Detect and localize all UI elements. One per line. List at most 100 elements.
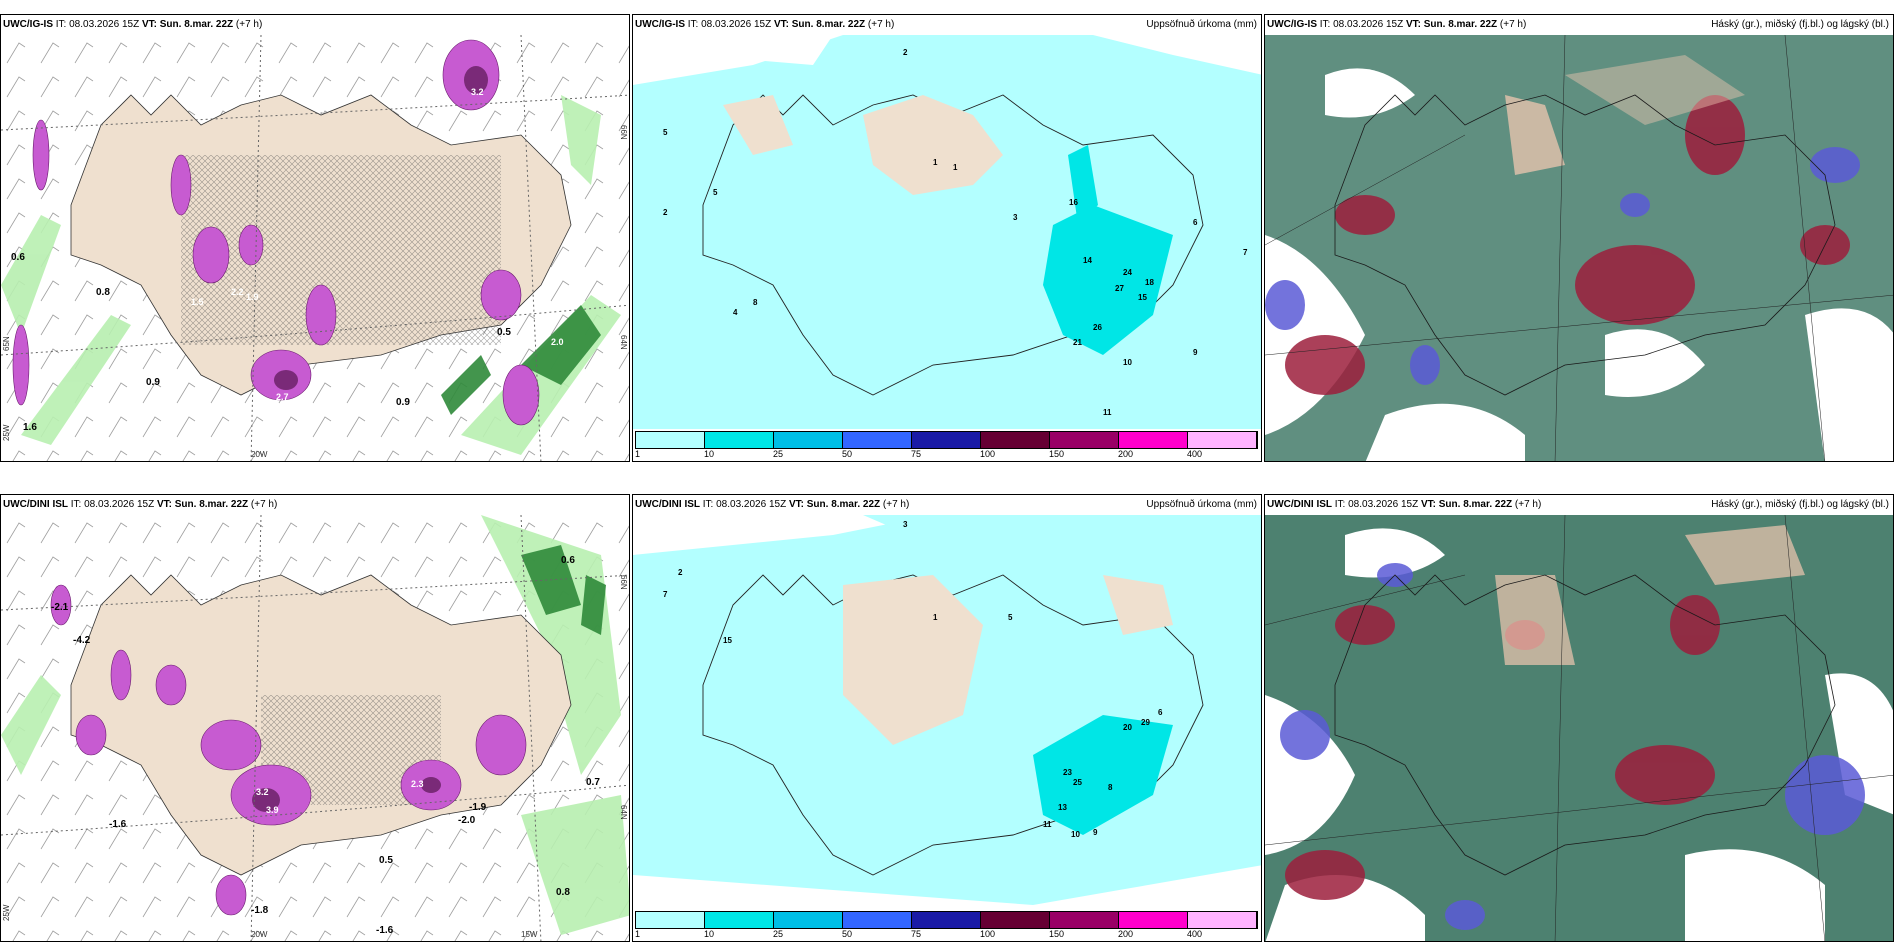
- model-label: UWC/IG-IS: [1267, 19, 1317, 30]
- lead-time: (+7 h): [867, 19, 895, 30]
- precip-value: 14: [1083, 256, 1092, 265]
- precip-value: 2: [903, 48, 908, 57]
- model-label: UWC/IG-IS: [3, 19, 53, 30]
- precip-value: 3: [903, 520, 908, 529]
- precip-legend: 1 10 25 50 75 100 150 200 400: [633, 429, 1261, 461]
- legend-swatch: [774, 912, 843, 928]
- precip-value: 20: [1123, 723, 1132, 732]
- model-label: UWC/DINI ISL: [3, 499, 68, 510]
- value-label: -1.6: [376, 925, 394, 936]
- precip-value: 11: [1103, 408, 1112, 417]
- precip-value: 11: [1043, 820, 1052, 829]
- lat-label: 64N: [619, 805, 628, 820]
- panel-title: Háský (gr.), miðský (fj.bl.) og lágský (…: [1711, 19, 1889, 30]
- precip-value: 8: [1108, 783, 1113, 792]
- lon-label: 20W: [251, 930, 268, 939]
- legend-swatch: [1188, 432, 1257, 448]
- legend-tick-label: 150: [1049, 449, 1065, 459]
- legend-tick-label: 1: [635, 449, 641, 459]
- precip-value: 1: [933, 613, 938, 622]
- legend-tick-label: 150: [1049, 929, 1065, 939]
- legend-swatch: [981, 912, 1050, 928]
- value-label: 2.2: [231, 287, 244, 297]
- value-label: 1.6: [23, 422, 37, 433]
- precip-value: 5: [663, 128, 668, 137]
- legend-tick-label: 25: [773, 449, 784, 459]
- legend-tick-label: 25: [773, 929, 784, 939]
- value-label: 3.2: [256, 787, 269, 797]
- init-time: IT: 08.03.2026 15Z: [1334, 499, 1419, 510]
- value-label: 2.7: [276, 392, 289, 402]
- precip-value: 9: [1193, 348, 1198, 357]
- lead-time: (+7 h): [235, 19, 263, 30]
- legend-swatch: [774, 432, 843, 448]
- legend-tick-label: 75: [911, 929, 922, 939]
- precip-value: 1: [933, 158, 938, 167]
- valid-time: VT: Sun. 8.mar. 22Z: [788, 499, 881, 510]
- lon-label: 25W: [2, 904, 11, 921]
- legend-swatch: [705, 912, 774, 928]
- model-label: UWC/DINI ISL: [635, 499, 700, 510]
- init-time: IT: 08.03.2026 15Z: [1319, 19, 1404, 30]
- legend-tick-label: 10: [704, 929, 715, 939]
- precip-value: 3: [1013, 213, 1018, 222]
- lead-time: (+7 h): [882, 499, 910, 510]
- legend-tick-label: 100: [980, 929, 996, 939]
- lead-time: (+7 h): [1499, 19, 1527, 30]
- value-label: 0.8: [556, 887, 570, 898]
- value-label: -2.0: [458, 815, 476, 826]
- legend-tick-label: 50: [842, 449, 853, 459]
- valid-time: VT: Sun. 8.mar. 22Z: [1420, 499, 1513, 510]
- precip-value: 16: [1069, 198, 1078, 207]
- precip-value: 15: [723, 636, 732, 645]
- legend-tick-label: 400: [1187, 449, 1203, 459]
- accum-precip-map: 2 1 1 5 3 5 2 16 14 24 27 15 26 21 18 11…: [633, 35, 1261, 461]
- panel-title: Uppsöfnuð úrkoma (mm): [1146, 19, 1257, 30]
- panel-title: Uppsöfnuð úrkoma (mm): [1146, 499, 1257, 510]
- value-label: 0.9: [396, 397, 410, 408]
- value-label: -1.8: [251, 905, 269, 916]
- precip-value: 15: [1138, 293, 1147, 302]
- value-label: 0.5: [379, 855, 393, 866]
- model-label: UWC/IG-IS: [635, 19, 685, 30]
- value-label: 3.9: [266, 805, 279, 815]
- cloud-cover-map: [1265, 515, 1893, 941]
- precip-value: 21: [1073, 338, 1082, 347]
- wind-precip-map: 0.6 0.4 0.5 0.8 0.9 1.6 2.0 1.5 2.2 1.9 …: [1, 35, 629, 461]
- value-label: -1.9: [469, 802, 487, 813]
- panel-header: UWC/DINI ISL IT: 08.03.2026 15Z VT: Sun.…: [1265, 495, 1893, 515]
- precip-value: 10: [1123, 358, 1132, 367]
- lon-label: 15W: [521, 930, 538, 939]
- legend-tick-label: 10: [704, 449, 715, 459]
- legend-swatch: [1188, 912, 1257, 928]
- panel-bot-right-clouds: UWC/DINI ISL IT: 08.03.2026 15Z VT: Sun.…: [1264, 494, 1894, 942]
- panel-header: UWC/IG-IS IT: 08.03.2026 15Z VT: Sun. 8.…: [1, 15, 629, 35]
- precip-value: 5: [1008, 613, 1013, 622]
- precip-value: 9: [1093, 828, 1098, 837]
- precip-value: 24: [1123, 268, 1132, 277]
- legend-swatch: [1119, 432, 1188, 448]
- wind-precip-map: -4.2 -2.1 -1.6 -1.8 -2.0 -1.9 -1.6 0.6 0…: [1, 515, 629, 941]
- lon-label: 20W: [251, 450, 268, 459]
- value-label: 0.5: [497, 327, 511, 338]
- precip-value: 25: [1073, 778, 1082, 787]
- precip-value: 2: [663, 208, 668, 217]
- panel-header: UWC/DINI ISL IT: 08.03.2026 15Z VT: Sun.…: [633, 495, 1261, 515]
- value-label: 0.6: [561, 555, 575, 566]
- value-label: 0.4: [51, 87, 64, 97]
- value-label: 0.6: [11, 252, 25, 263]
- precip-value: 2: [678, 568, 683, 577]
- precip-value: 4: [733, 308, 738, 317]
- precip-value: 10: [1071, 830, 1080, 839]
- legend-tick-label: 200: [1118, 929, 1134, 939]
- legend-tick-label: 100: [980, 449, 996, 459]
- cloud-cover-map: [1265, 35, 1893, 461]
- lat-label: 64N: [619, 335, 628, 350]
- precip-value: 1: [953, 163, 958, 172]
- value-label: 1.9: [246, 292, 259, 302]
- lead-time: (+7 h): [250, 499, 278, 510]
- valid-time: VT: Sun. 8.mar. 22Z: [141, 19, 234, 30]
- init-time: IT: 08.03.2026 15Z: [70, 499, 155, 510]
- legend-swatch: [843, 912, 912, 928]
- precip-value: 7: [1243, 248, 1248, 257]
